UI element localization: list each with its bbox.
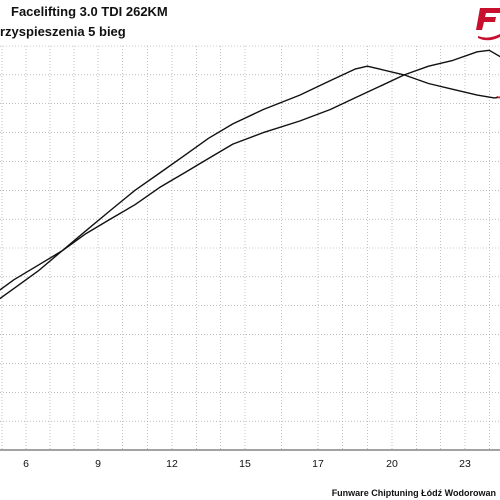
chart-subtitle: rzyspieszenia 5 bieg <box>0 24 126 39</box>
x-tick-label: 12 <box>166 458 178 470</box>
x-tick-label: 6 <box>23 458 29 470</box>
series-line-2 <box>0 49 500 291</box>
x-tick-label: 9 <box>95 458 101 470</box>
funware-logo-icon <box>476 4 500 44</box>
chart-series <box>0 49 500 300</box>
x-tick-label: 23 <box>459 458 471 470</box>
series-line-1 <box>0 65 500 300</box>
chart-gridlines <box>0 45 500 451</box>
x-axis-ticks: 6 9 12 15 17 20 23 <box>23 458 471 470</box>
chart-title: Facelifting 3.0 TDI 262KM <box>11 4 168 19</box>
x-tick-label: 20 <box>386 458 398 470</box>
x-tick-label: 17 <box>312 458 324 470</box>
footer-credit: Funware Chiptuning Łódź Wodorowan <box>331 488 496 498</box>
x-tick-label: 15 <box>239 458 251 470</box>
